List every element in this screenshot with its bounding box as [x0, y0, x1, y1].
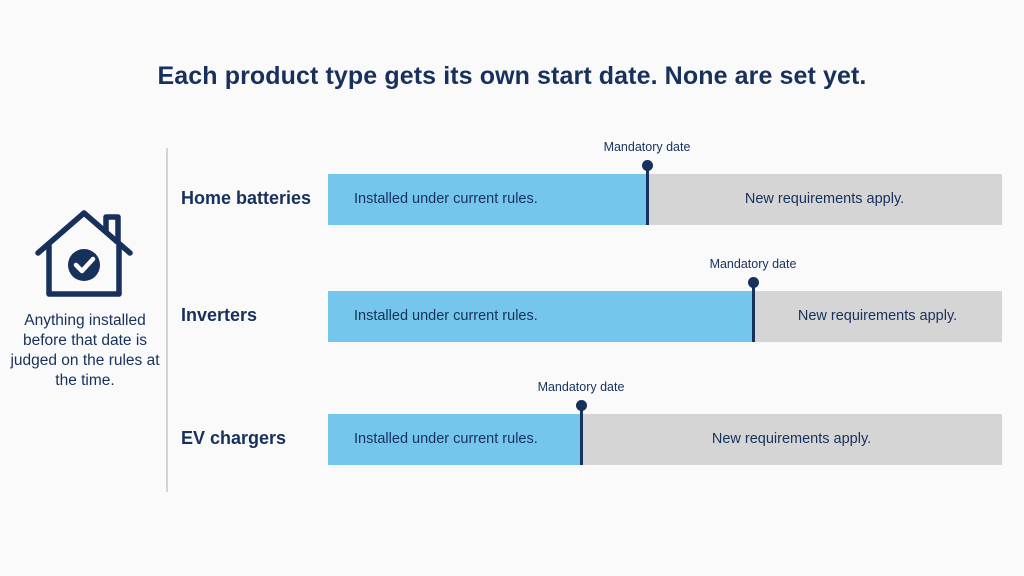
timeline-bar: Installed under current rules. New requi…: [328, 174, 1002, 225]
mandatory-date-dot: [642, 160, 653, 171]
mandatory-date-label: Mandatory date: [709, 257, 797, 271]
divider: [166, 148, 168, 492]
row-label: EV chargers: [181, 428, 287, 448]
mandatory-date-marker: [752, 285, 755, 342]
current-rules-text: Installed under current rules.: [354, 431, 538, 447]
row-home-batteries: Home batteries Installed under current r…: [0, 140, 1024, 240]
new-requirements-text: New requirements apply.: [797, 308, 958, 324]
timeline-bar: Installed under current rules. New requi…: [328, 291, 1002, 342]
new-requirements-text: New requirements apply.: [744, 191, 905, 207]
row-inverters: Inverters Installed under current rules.…: [0, 257, 1024, 357]
page-title: Each product type gets its own start dat…: [157, 62, 867, 90]
row-label: Home batteries: [181, 188, 312, 208]
mandatory-date-dot: [748, 277, 759, 288]
mandatory-date-label: Mandatory date: [603, 140, 691, 154]
current-rules-segment: [328, 174, 647, 225]
current-rules-segment: [328, 291, 753, 342]
mandatory-date-marker: [580, 408, 583, 465]
current-rules-text: Installed under current rules.: [354, 308, 538, 324]
row-label: Inverters: [181, 305, 258, 325]
current-rules-segment: [328, 414, 581, 465]
new-requirements-text: New requirements apply.: [711, 431, 872, 447]
mandatory-date-dot: [576, 400, 587, 411]
row-ev-chargers: EV chargers Installed under current rule…: [0, 380, 1024, 480]
current-rules-text: Installed under current rules.: [354, 191, 538, 207]
side-panel: Anything installed before that date is j…: [0, 205, 168, 405]
mandatory-date-label: Mandatory date: [537, 380, 625, 394]
mandatory-date-marker: [646, 168, 649, 225]
house-check-icon: [35, 210, 133, 297]
side-note: Anything installed before that date is j…: [10, 312, 160, 389]
timeline-bar: Installed under current rules. New requi…: [328, 414, 1002, 465]
